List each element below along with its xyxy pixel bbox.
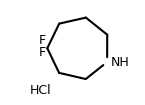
- Text: F: F: [39, 34, 46, 47]
- Text: HCl: HCl: [29, 84, 51, 97]
- Text: F: F: [39, 46, 46, 59]
- Text: NH: NH: [110, 56, 129, 69]
